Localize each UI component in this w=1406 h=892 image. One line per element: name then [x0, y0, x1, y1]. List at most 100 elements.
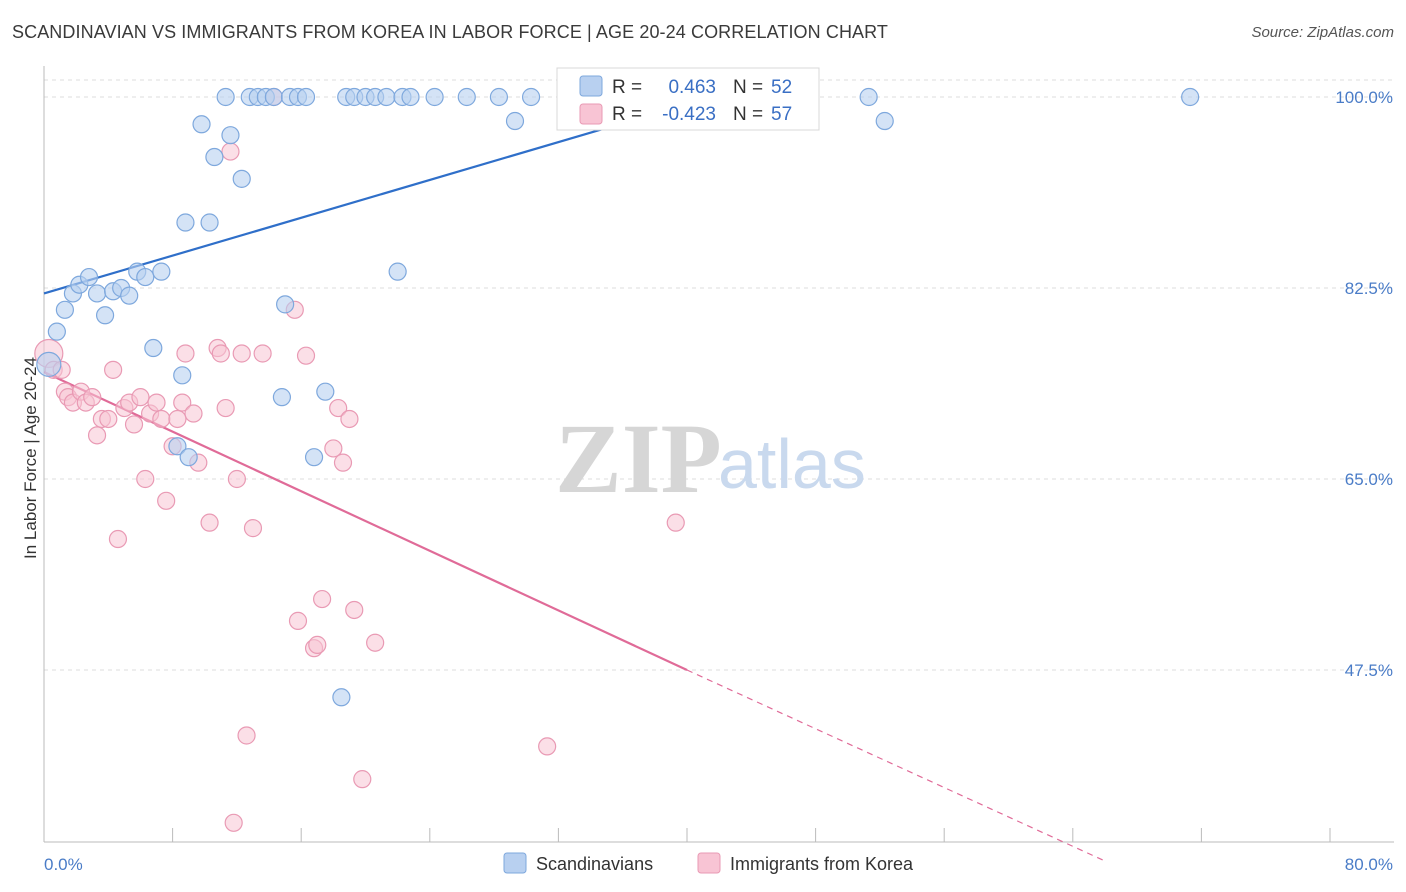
korea-point [345, 600, 364, 620]
scandinavian-point [304, 448, 324, 467]
series-legend: Scandinavians Immigrants from Korea [503, 852, 914, 874]
korea-point [136, 469, 155, 489]
legend-n-value-2: 57 [771, 104, 792, 125]
korea-point [237, 726, 256, 745]
y-tick-label-2: 82.5% [1345, 279, 1393, 298]
scandinavian-point [377, 87, 396, 107]
scandinavian-point [136, 267, 155, 287]
watermark-zip: ZIP [555, 403, 722, 514]
scandinavian-point [216, 87, 235, 107]
scandinavian-point [205, 147, 224, 167]
scandinavian-point [192, 115, 211, 134]
scandinavian-point [505, 111, 525, 131]
scandinavian-point [457, 87, 476, 107]
scandinavian-point [87, 284, 107, 303]
scandinavian-point [152, 262, 171, 281]
korea-point [108, 529, 128, 549]
legend-korea-swatch [697, 852, 721, 874]
legend-n-label-2: N = [733, 104, 763, 125]
korea-point [243, 519, 263, 538]
watermark-atlas: atlas [718, 425, 866, 503]
scandinavian-point [55, 300, 74, 319]
scandinavian-points [36, 87, 1200, 707]
chart-source: Source: ZipAtlas.com [1251, 24, 1394, 41]
legend-korea-label: Immigrants from Korea [730, 854, 914, 874]
scandinavian-point [173, 366, 192, 385]
korea-point [296, 346, 316, 365]
x-tick-label-min: 0.0% [44, 855, 83, 874]
scandinavian-point [144, 338, 163, 358]
scandinavian-point [316, 382, 335, 401]
korea-point [308, 635, 327, 654]
korea-point [232, 344, 251, 363]
chart-title: SCANDINAVIAN VS IMMIGRANTS FROM KOREA IN… [12, 22, 889, 42]
scandinavian-point [388, 262, 407, 281]
correlation-legend: R = 0.463 N = 52 R = -0.423 N = 57 [556, 67, 820, 131]
korea-point [131, 388, 150, 407]
korea-point [216, 398, 235, 418]
scandinavian-point [425, 87, 444, 107]
korea-trend-line-extrapolated [686, 669, 1106, 862]
korea-point [221, 142, 240, 161]
korea-point [184, 404, 203, 423]
korea-point [538, 737, 557, 756]
scandinavian-point [1181, 87, 1200, 107]
korea-point [173, 393, 192, 412]
legend-swatch-pink [579, 103, 603, 125]
y-tick-label-3: 100.0% [1335, 88, 1393, 107]
legend-scandinavians-label: Scandinavians [536, 854, 653, 874]
korea-point [168, 409, 187, 429]
legend-n-value-1: 52 [771, 77, 792, 98]
legend-r-label-2: R = [612, 104, 642, 125]
korea-point [288, 611, 308, 630]
x-tick-label-max: 80.0% [1345, 855, 1393, 874]
scandinavian-point [120, 286, 139, 305]
scandinavian-point [276, 295, 295, 314]
scandinavian-point [179, 448, 198, 467]
scandinavian-point [489, 87, 509, 107]
korea-point [124, 415, 144, 434]
scandinavian-point [401, 87, 420, 107]
korea-point [99, 409, 118, 429]
scandinavian-point [168, 437, 187, 456]
x-tick-labels: 0.0% 80.0% [44, 855, 1393, 874]
legend-n-label-1: N = [733, 77, 763, 98]
scandinavian-point [47, 322, 66, 341]
korea-point [666, 513, 685, 532]
korea-point [200, 513, 219, 532]
legend-scandinavians-swatch [503, 852, 527, 874]
y-tick-label-1: 65.0% [1345, 470, 1393, 489]
legend-swatch-blue [579, 75, 603, 97]
korea-point [324, 439, 343, 458]
korea-point [366, 633, 385, 652]
scandinavian-point [36, 351, 62, 377]
korea-point [227, 469, 246, 489]
korea-point [152, 409, 171, 429]
y-tick-labels: 47.5% 65.0% 82.5% 100.0% [1335, 88, 1393, 680]
scandinavian-point [79, 267, 99, 287]
korea-point [329, 398, 348, 418]
scandinavian-point [95, 306, 115, 325]
scandinavian-point [200, 213, 219, 232]
korea-point [333, 453, 353, 472]
korea-point [87, 426, 107, 445]
korea-point [224, 813, 243, 832]
korea-point [83, 388, 102, 407]
korea-point [147, 393, 166, 412]
axes [43, 66, 1394, 843]
y-tick-label-0: 47.5% [1345, 661, 1393, 680]
korea-point [157, 491, 176, 510]
scandinavian-point [296, 87, 316, 107]
y-axis-label: In Labor Force | Age 20-24 [21, 357, 40, 559]
korea-point [312, 589, 332, 609]
scandinavian-point [176, 213, 195, 232]
grid-lines [44, 79, 1394, 671]
scandinavian-point [332, 688, 351, 707]
legend-r-value-1: 0.463 [668, 77, 716, 98]
scandinavian-point [521, 87, 541, 107]
korea-point [253, 344, 272, 363]
korea-point [340, 409, 359, 429]
korea-point [211, 344, 230, 363]
korea-point [176, 344, 195, 363]
watermark: ZIP atlas [555, 403, 866, 514]
